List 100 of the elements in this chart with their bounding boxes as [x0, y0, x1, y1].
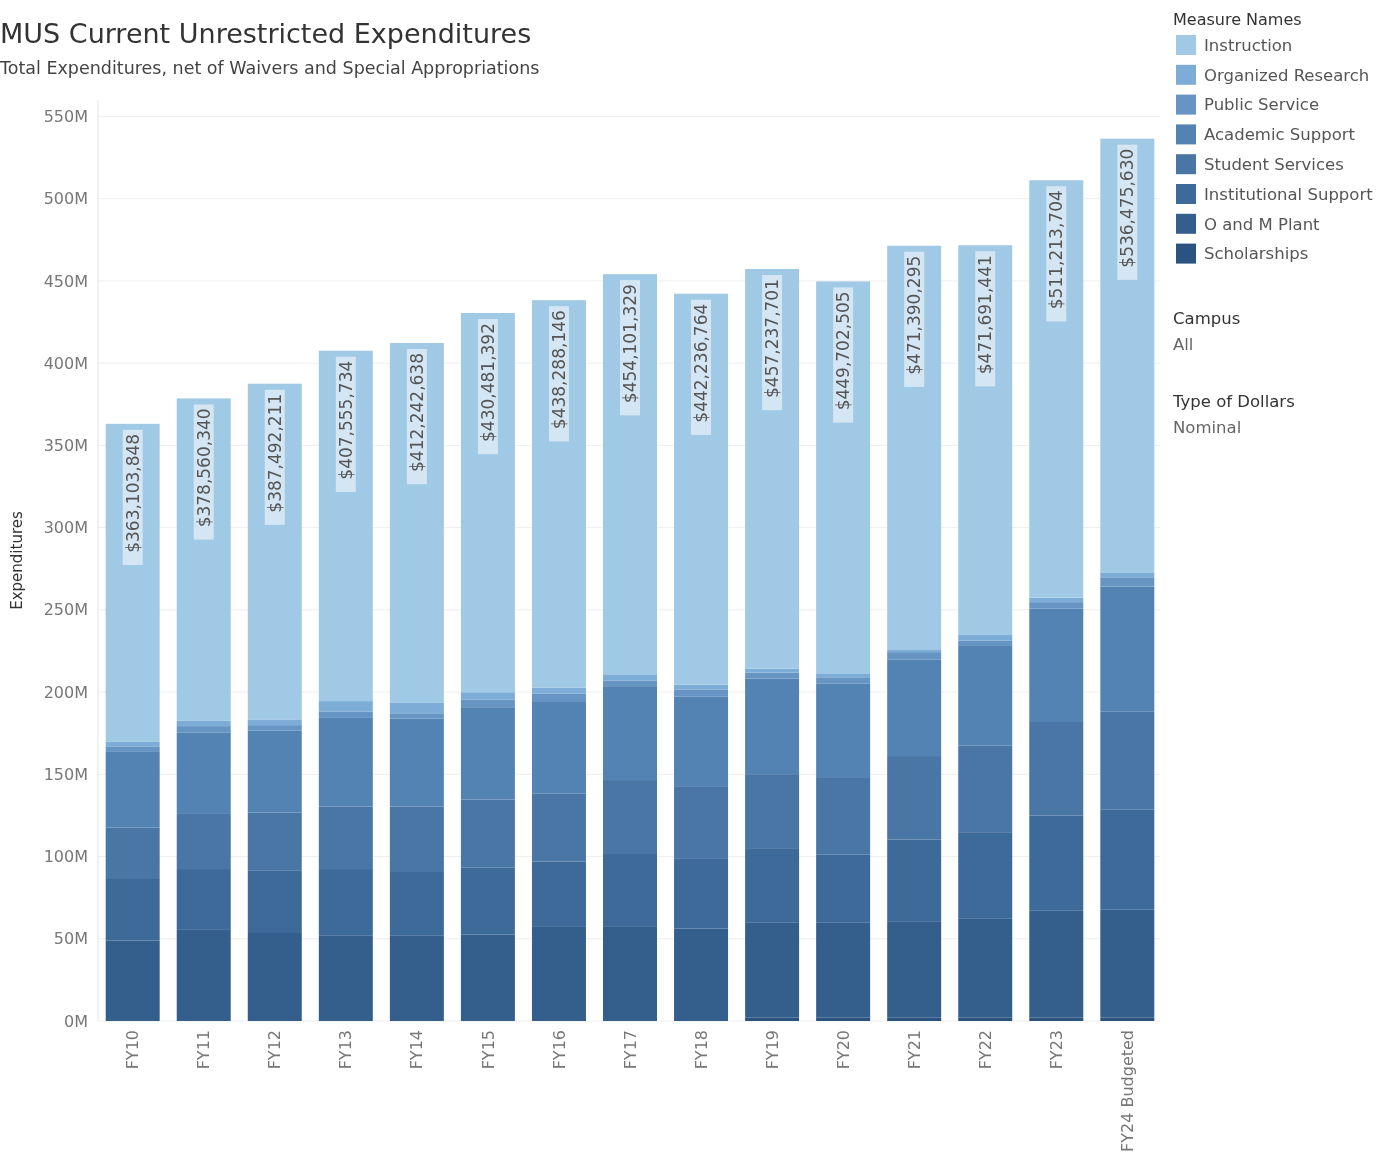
bar — [1100, 1017, 1155, 1021]
x-tick-label: FY16 — [549, 1030, 569, 1070]
legend-label: Organized Research — [1204, 65, 1370, 85]
y-tick-label: 550M — [43, 107, 88, 127]
y-tick-label: 500M — [43, 189, 88, 209]
y-tick-label: 250M — [43, 600, 88, 620]
legend-label: Scholarships — [1204, 244, 1309, 264]
bar — [318, 711, 373, 718]
bar — [887, 649, 942, 653]
bar — [389, 718, 444, 807]
total-label: $387,492,211 — [264, 393, 285, 513]
y-tick-label: 150M — [43, 764, 88, 784]
bar — [247, 725, 302, 731]
y-tick-label: 100M — [43, 847, 88, 867]
bar — [958, 634, 1013, 641]
x-tick-label: FY23 — [1046, 1030, 1066, 1070]
bar — [460, 313, 515, 693]
bar — [603, 686, 657, 781]
x-tick-label: FY22 — [975, 1030, 995, 1070]
legend-label: Student Services — [1204, 154, 1344, 174]
bar — [958, 640, 1013, 647]
total-label: $430,481,392 — [477, 323, 498, 442]
y-tick-label: 450M — [43, 271, 88, 291]
bar — [816, 281, 871, 674]
legend-label: Institutional Support — [1204, 184, 1374, 204]
legend-title: Measure Names — [1173, 10, 1302, 29]
bar — [247, 719, 302, 726]
total-label: $536,475,630 — [1117, 148, 1138, 268]
bar — [1029, 608, 1084, 722]
legend-label: Public Service — [1204, 95, 1320, 115]
bar — [603, 674, 657, 681]
bar — [745, 668, 800, 673]
chart-subtitle: Total Expenditures, net of Waivers and Special Appropriations — [0, 58, 540, 78]
legend-label: O and M Plant — [1204, 214, 1321, 234]
chart-title: MUS Current Unrestricted Expenditures — [0, 18, 532, 49]
bar — [674, 293, 729, 685]
y-tick-label: 200M — [43, 682, 88, 702]
x-tick-label: FY17 — [620, 1030, 640, 1070]
text: Campus — [1173, 309, 1241, 329]
bar — [389, 713, 444, 719]
x-tick-label: FY10 — [123, 1030, 143, 1070]
bar — [531, 300, 586, 688]
bar — [1100, 138, 1155, 573]
bar — [887, 659, 942, 757]
total-label: $378,560,340 — [193, 408, 214, 528]
bar — [531, 687, 586, 694]
total-label: $511,213,704 — [1046, 190, 1067, 310]
total-label: $471,390,295 — [904, 255, 925, 375]
bar — [745, 269, 800, 669]
text: Type of Dollars — [1172, 392, 1295, 412]
bar — [887, 1017, 942, 1021]
bar — [1100, 577, 1155, 587]
bar — [816, 1017, 871, 1021]
bar — [887, 245, 942, 650]
bar — [105, 741, 160, 747]
bar — [389, 702, 444, 714]
bar — [603, 680, 657, 687]
total-label: $407,555,734 — [335, 360, 356, 480]
legend-label: Academic Support — [1204, 125, 1356, 145]
total-label: $454,101,329 — [619, 284, 640, 404]
bar — [1029, 597, 1084, 603]
x-tick-label: FY12 — [265, 1030, 285, 1070]
bar — [745, 1017, 800, 1021]
total-label: $471,691,441 — [975, 255, 996, 375]
x-tick-label: FY20 — [833, 1030, 853, 1070]
bar — [745, 678, 800, 775]
x-tick-label: FY15 — [478, 1030, 498, 1070]
total-label: $438,288,146 — [548, 310, 569, 430]
bar — [958, 646, 1013, 746]
legend-label: Instruction — [1204, 35, 1293, 55]
bar — [1029, 602, 1084, 609]
x-tick-label: FY21 — [904, 1030, 924, 1070]
x-tick-label: FY18 — [691, 1030, 711, 1070]
bar — [1100, 572, 1155, 578]
bar — [958, 245, 1013, 635]
bar — [958, 1017, 1013, 1021]
bar — [531, 693, 586, 702]
bar — [816, 683, 871, 778]
total-label: $442,236,764 — [691, 303, 711, 423]
bar — [105, 751, 160, 828]
y-tick-label: 350M — [43, 435, 88, 455]
x-tick-label: FY19 — [762, 1030, 782, 1070]
text: All — [1173, 335, 1194, 355]
x-tick-label: FY24 Budgeted — [1117, 1030, 1137, 1152]
bar — [318, 717, 373, 807]
y-tick-label: 300M — [43, 518, 88, 538]
y-tick-label: 400M — [43, 353, 88, 373]
x-tick-label: FY13 — [336, 1030, 356, 1070]
bar — [318, 701, 373, 712]
bar — [816, 673, 871, 678]
bar — [603, 274, 657, 675]
bar — [176, 720, 231, 727]
bar — [1029, 1017, 1084, 1021]
total-label: $363,103,848 — [122, 433, 143, 553]
x-tick-label: FY14 — [407, 1030, 427, 1070]
bar — [460, 707, 515, 800]
x-tick-label: FY11 — [194, 1030, 214, 1070]
y-axis-title: Expenditures — [8, 511, 26, 610]
text: Nominal — [1173, 418, 1242, 438]
bar — [176, 732, 231, 814]
